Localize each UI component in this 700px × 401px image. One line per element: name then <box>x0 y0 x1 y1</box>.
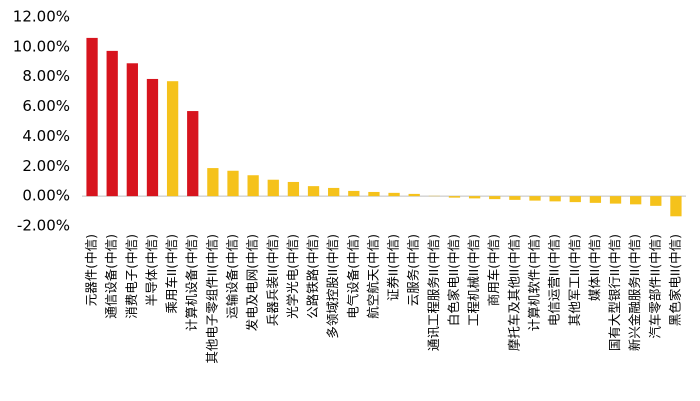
x-tick-label: 其他电子零组件II(中信) <box>204 234 219 364</box>
x-tick-label: 工程机械II(中信) <box>466 234 481 326</box>
x-tick-label: 公路铁路(中信) <box>305 234 320 319</box>
bar <box>146 78 159 197</box>
bar <box>630 196 642 205</box>
x-tick-label: 发电及电网(中信) <box>245 234 260 331</box>
bar <box>569 196 581 203</box>
bar <box>388 192 400 197</box>
bar <box>287 181 300 197</box>
y-tick-label: 8.00% <box>22 67 70 85</box>
y-tick-label: -2.00% <box>17 217 70 235</box>
bar <box>549 196 561 202</box>
x-tick-label: 计算机设备(中信) <box>184 234 199 331</box>
bar <box>408 193 420 197</box>
x-tick-label: 通讯工程服务II(中信) <box>426 234 441 351</box>
bar <box>448 196 461 198</box>
x-tick-label: 其他军工II(中信) <box>567 234 582 326</box>
x-tick-label: 白色家电II(中信) <box>446 234 461 326</box>
bar <box>227 170 239 197</box>
x-tick-label: 半导体(中信) <box>144 234 159 306</box>
x-tick-label: 商用车(中信) <box>486 234 501 306</box>
bar <box>187 111 199 197</box>
y-tick-label: 4.00% <box>22 127 70 145</box>
bar <box>589 196 602 203</box>
x-tick-label: 电信运营II(中信) <box>547 234 562 326</box>
x-tick-label: 证券II(中信) <box>386 234 401 301</box>
bar <box>126 63 138 197</box>
x-tick-label: 计算机软件(中信) <box>527 234 542 331</box>
bar <box>307 186 320 197</box>
x-tick-label: 消费电子(中信) <box>124 234 139 319</box>
bar <box>166 81 179 197</box>
x-tick-label: 通信设备(中信) <box>104 234 119 319</box>
x-tick-label: 电气设备(中信) <box>345 234 360 319</box>
x-tick-label: 光学光电(中信) <box>285 234 300 319</box>
bar <box>529 196 541 201</box>
y-tick-label: 10.00% <box>13 37 70 55</box>
bar <box>207 168 219 197</box>
bar <box>650 196 662 206</box>
x-tick-label: 国有大型银行II(中信) <box>607 234 622 351</box>
x-tick-label: 黑色家电II(中信) <box>667 234 682 326</box>
y-tick-label: 12.00% <box>13 8 70 26</box>
bar <box>328 187 340 197</box>
x-tick-label: 运输设备(中信) <box>225 234 240 319</box>
bar <box>247 175 259 197</box>
bar <box>348 190 360 197</box>
x-tick-label: 汽车零部件II(中信) <box>647 234 662 339</box>
bar <box>368 191 380 197</box>
bar <box>489 196 501 200</box>
x-tick-label: 云服务(中信) <box>406 234 421 306</box>
x-tick-label: 新兴金融服务II(中信) <box>627 234 642 351</box>
x-tick-label: 摩托车及其他II(中信) <box>506 234 521 351</box>
y-tick-label: 6.00% <box>22 97 70 115</box>
x-tick-label: 媒体II(中信) <box>587 234 602 301</box>
bar <box>609 196 622 204</box>
bar <box>267 179 279 197</box>
x-tick-label: 元器件(中信) <box>84 234 99 306</box>
bar <box>468 196 481 199</box>
y-tick-label: 0.00% <box>22 187 70 205</box>
bar <box>106 50 118 197</box>
bar <box>509 196 521 200</box>
x-tick-label: 乘用车II(中信) <box>164 234 179 314</box>
x-tick-label: 航空航天(中信) <box>365 234 380 319</box>
x-tick-label: 多领域控股II(中信) <box>325 234 340 339</box>
x-tick-label: 兵器兵装II(中信) <box>265 234 280 326</box>
bar <box>86 37 98 197</box>
bar <box>670 196 682 217</box>
y-tick-label: 2.00% <box>22 157 70 175</box>
